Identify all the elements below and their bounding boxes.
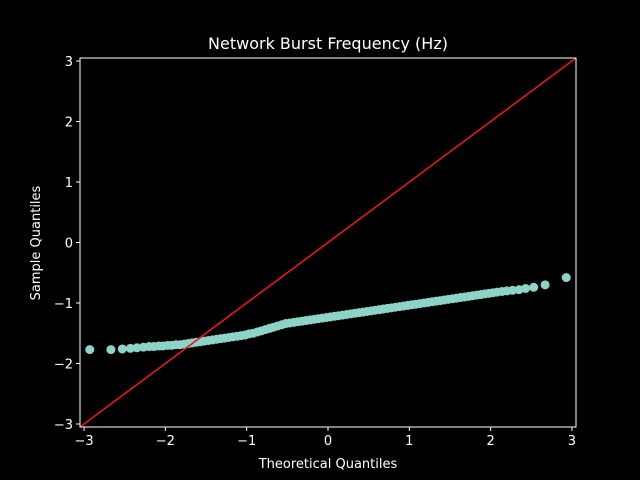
x-tick-label: 2 xyxy=(486,434,494,449)
data-point xyxy=(85,345,95,355)
axis-ticks: −3 −2 −1 0 1 2 3 −3 −2 −1 0 1 2 3 xyxy=(54,55,576,449)
data-point xyxy=(508,285,518,295)
y-tick-label: −1 xyxy=(54,297,73,312)
y-tick-label: 1 xyxy=(65,176,73,191)
y-tick-label: 2 xyxy=(65,116,73,131)
y-tick-label: 0 xyxy=(65,237,73,252)
x-tick-label: −1 xyxy=(237,434,256,449)
y-tick-label: 3 xyxy=(65,55,73,70)
x-tick-label: 0 xyxy=(324,434,332,449)
chart-title: Network Burst Frequency (Hz) xyxy=(208,34,448,53)
plot-frame xyxy=(79,57,577,428)
x-tick-label: 3 xyxy=(568,434,576,449)
data-points xyxy=(85,273,571,355)
data-point xyxy=(106,345,116,355)
data-point xyxy=(521,283,531,293)
y-tick-label: −2 xyxy=(54,357,73,372)
data-point xyxy=(561,273,571,283)
data-point xyxy=(540,280,550,290)
reference-line-group xyxy=(79,57,577,428)
data-point xyxy=(125,343,135,353)
x-tick-label: −3 xyxy=(74,434,93,449)
x-tick-label: −2 xyxy=(156,434,175,449)
data-point xyxy=(529,282,539,292)
y-axis-label: Sample Quantiles xyxy=(29,185,44,300)
x-tick-label: 1 xyxy=(405,434,413,449)
y-tick-label: −3 xyxy=(54,418,73,433)
data-point xyxy=(132,343,142,353)
x-axis-label: Theoretical Quantiles xyxy=(258,457,398,472)
data-point xyxy=(117,344,127,354)
reference-line xyxy=(79,57,577,428)
